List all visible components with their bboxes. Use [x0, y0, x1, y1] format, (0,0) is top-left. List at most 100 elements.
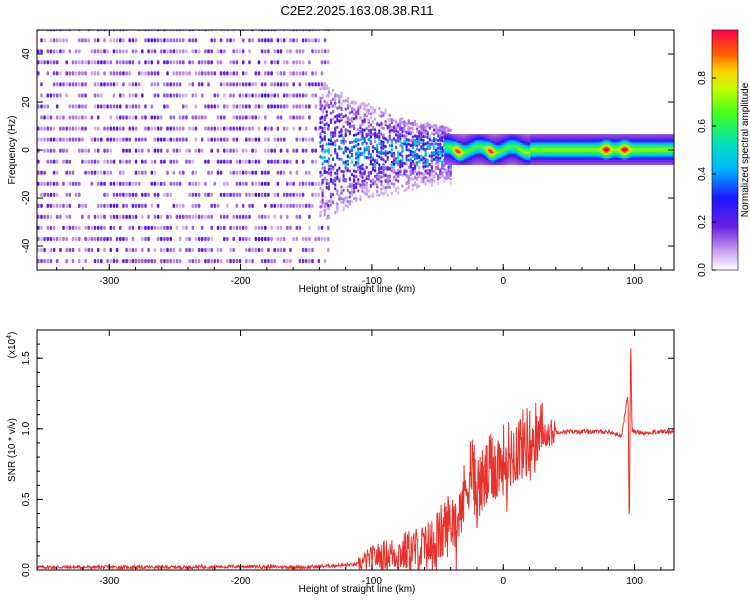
- heatmap-cell: [93, 71, 97, 76]
- heatmap-cell: [446, 161, 449, 164]
- heatmap-cell: [321, 198, 324, 202]
- heatmap-cell: [311, 192, 314, 197]
- heatmap-cell: [355, 101, 358, 105]
- heatmap-cell: [413, 176, 417, 180]
- heatmap-cell: [119, 30, 122, 32]
- heatmap-cell: [411, 130, 414, 134]
- heatmap-cell: [451, 144, 453, 147]
- heatmap-cell: [144, 259, 147, 264]
- heatmap-cell: [465, 159, 467, 162]
- heatmap-cell: [523, 134, 525, 137]
- heatmap-cell: [510, 159, 512, 162]
- heatmap-cell: [437, 156, 440, 160]
- heatmap-cell: [531, 152, 534, 155]
- heatmap-cell: [524, 149, 527, 152]
- heatmap-cell: [532, 135, 535, 138]
- heatmap-cell: [544, 137, 547, 140]
- heatmap-cell: [495, 142, 497, 145]
- heatmap-cell: [486, 134, 489, 137]
- heatmap-cell: [245, 104, 248, 109]
- heatmap-cell: [376, 143, 379, 147]
- heatmap-cell: [185, 159, 188, 164]
- heatmap-cell: [426, 143, 429, 148]
- heatmap-cell: [451, 149, 453, 152]
- heatmap-cell: [552, 147, 555, 150]
- heatmap-cell: [416, 143, 419, 148]
- heatmap-cell: [357, 147, 360, 151]
- heatmap-cell: [496, 142, 498, 145]
- heatmap-cell: [112, 137, 116, 142]
- heatmap-cell: [526, 161, 529, 164]
- heatmap-cell: [226, 236, 229, 242]
- heatmap-cell: [531, 161, 534, 164]
- heatmap-cell: [418, 184, 421, 188]
- heatmap-cell: [445, 144, 447, 147]
- heatmap-cell: [289, 247, 292, 253]
- heatmap-cell: [551, 157, 554, 160]
- heatmap-cell: [359, 105, 362, 109]
- heatmap-cell: [332, 142, 335, 146]
- heatmap-cell: [543, 157, 545, 160]
- heatmap-cell: [500, 157, 503, 160]
- heatmap-cell: [432, 146, 436, 151]
- heatmap-cell: [327, 126, 330, 131]
- heatmap-cell: [503, 142, 505, 145]
- heatmap-cell: [323, 106, 326, 111]
- heatmap-cell: [134, 214, 138, 219]
- heatmap-cell: [241, 225, 245, 230]
- heatmap-cell: [562, 137, 564, 140]
- heatmap-cell: [515, 142, 517, 145]
- heatmap-cell: [78, 181, 81, 186]
- heatmap-cell: [424, 169, 427, 173]
- heatmap-cell: [441, 160, 444, 164]
- heatmap-cell: [515, 154, 517, 157]
- heatmap-cell: [472, 154, 475, 157]
- heatmap-cell: [109, 259, 113, 264]
- heatmap-cell: [147, 71, 150, 76]
- heatmap-cell: [473, 161, 476, 164]
- heatmap-cell: [460, 142, 463, 145]
- heatmap-cell: [530, 152, 532, 155]
- heatmap-cell: [109, 115, 113, 120]
- heatmap-cell: [334, 171, 337, 175]
- heatmap-cell: [516, 159, 518, 162]
- heatmap-cell: [564, 157, 567, 160]
- heatmap-cell: [367, 147, 370, 152]
- heatmap-cell: [560, 162, 562, 165]
- heatmap-cell: [336, 202, 339, 206]
- heatmap-cell: [550, 144, 553, 147]
- heatmap-cell: [336, 205, 339, 209]
- heatmap-cell: [474, 151, 477, 154]
- heatmap-cell: [459, 134, 462, 137]
- heatmap-cell: [219, 192, 223, 197]
- heatmap-cell: [359, 129, 362, 133]
- heatmap-cell: [407, 176, 410, 180]
- heatmap-cell: [229, 247, 232, 253]
- heatmap-cell: [194, 93, 198, 98]
- heatmap-cell: [550, 154, 553, 157]
- heatmap-cell: [289, 170, 292, 175]
- heatmap-cell: [454, 137, 457, 140]
- heatmap-cell: [493, 134, 496, 137]
- heatmap-cell: [374, 174, 377, 178]
- heatmap-cell: [523, 149, 525, 152]
- heatmap-cell: [232, 30, 235, 32]
- heatmap-cell: [465, 147, 467, 150]
- heatmap-cell: [353, 133, 356, 137]
- heatmap-cell: [569, 142, 572, 145]
- heatmap-cell: [537, 144, 540, 147]
- heatmap-cell: [119, 71, 122, 76]
- heatmap-cell: [529, 147, 531, 150]
- heatmap-cell: [62, 203, 65, 208]
- heatmap-cell: [558, 144, 561, 147]
- heatmap-cell: [463, 137, 465, 140]
- heatmap-cell: [191, 82, 195, 87]
- heatmap-cell: [346, 96, 349, 100]
- heatmap-cell: [232, 247, 235, 253]
- heatmap-cell: [172, 30, 176, 32]
- heatmap-cell: [62, 225, 65, 230]
- heatmap-cell: [519, 134, 522, 137]
- heatmap-cell: [78, 148, 81, 153]
- heatmap-cell: [432, 174, 436, 178]
- heatmap-cell: [336, 93, 339, 97]
